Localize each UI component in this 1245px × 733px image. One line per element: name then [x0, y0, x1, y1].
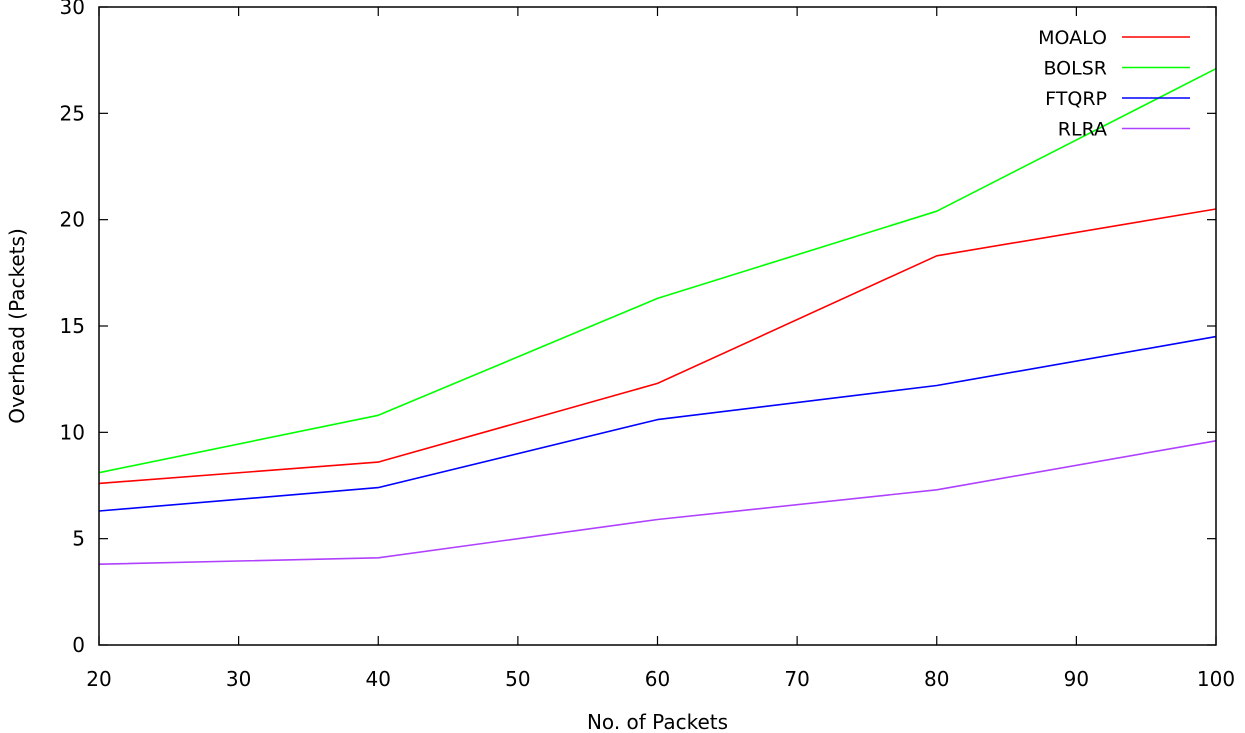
y-tick-labels: 0 5 10 15 20 25 30 — [60, 0, 85, 657]
x-tick-label: 70 — [784, 667, 809, 691]
series-lines — [98, 67, 1217, 565]
legend-label-moalo: MOALO — [1038, 27, 1107, 49]
y-tick-label: 20 — [60, 208, 85, 232]
series-line-moalo — [98, 208, 1217, 485]
y-tick-label: 15 — [60, 314, 85, 338]
series-line-bolsr — [98, 67, 1217, 474]
x-tick-label: 80 — [924, 667, 949, 691]
legend-label-rlra: RLRA — [1058, 119, 1107, 141]
x-tick-labels: 20 30 40 50 60 70 80 90 100 — [86, 667, 1235, 691]
legend-label-ftqrp: FTQRP — [1045, 88, 1107, 110]
y-tick-label: 30 — [60, 0, 85, 19]
plot-area-frame — [98, 6, 1217, 646]
y-tick-label: 5 — [72, 527, 85, 551]
y-axis-title: Overhead (Packets) — [5, 228, 29, 424]
series-line-rlra — [98, 440, 1217, 565]
y-tick-label: 25 — [60, 101, 85, 125]
y-tick-label: 10 — [60, 420, 85, 444]
x-tick-label: 20 — [86, 667, 111, 691]
x-axis-title: No. of Packets — [587, 710, 728, 733]
x-tick-label: 90 — [1064, 667, 1089, 691]
x-tick-label: 60 — [645, 667, 670, 691]
x-tick-label: 30 — [226, 667, 251, 691]
series-line-ftqrp — [98, 335, 1217, 512]
x-tick-label: 50 — [505, 667, 530, 691]
x-tick-label: 40 — [366, 667, 391, 691]
x-tick-label: 100 — [1197, 667, 1235, 691]
legend: MOALO BOLSR FTQRP RLRA — [1038, 27, 1190, 141]
y-tick-label: 0 — [72, 633, 85, 657]
legend-label-bolsr: BOLSR — [1043, 58, 1107, 80]
